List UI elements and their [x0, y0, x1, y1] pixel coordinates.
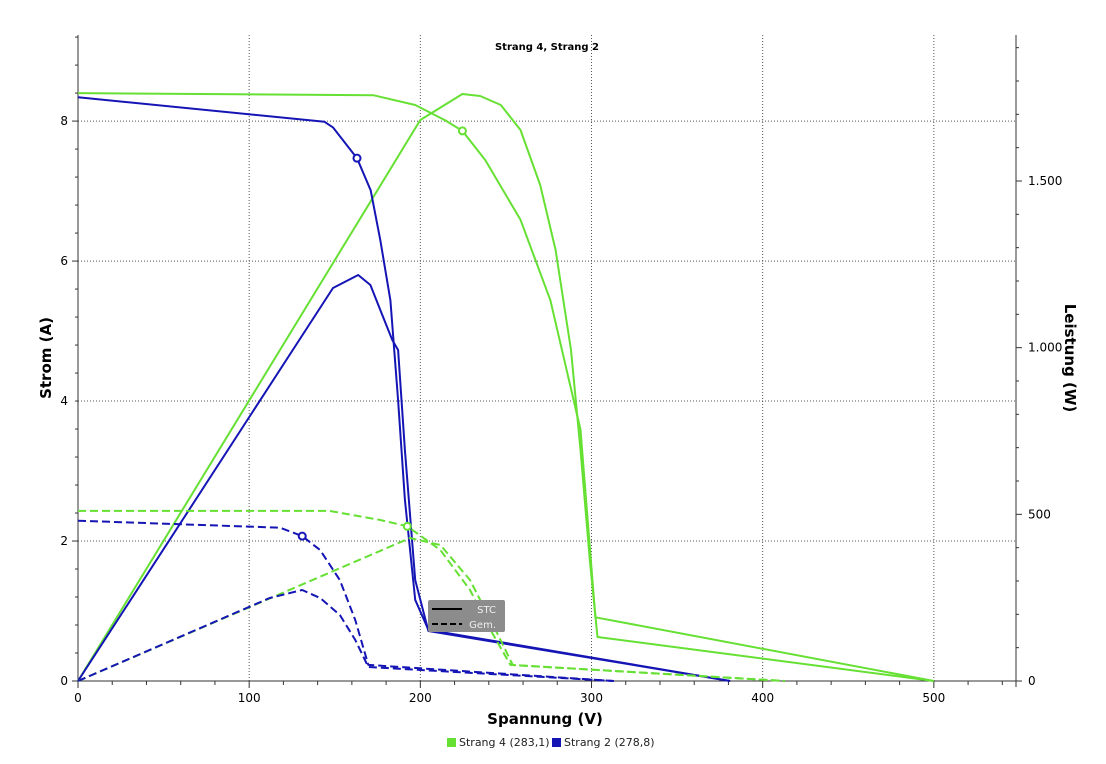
line-style-legend: STC Gem.: [428, 600, 505, 632]
grid: [78, 35, 1016, 681]
x-axis-label: Spannung (V): [487, 710, 603, 728]
mpp-marker: [352, 153, 362, 163]
legend-label-strang-2: Strang 2 (278,8): [564, 736, 655, 749]
strang-2-gem-current-line: [77, 519, 614, 682]
mpp-marker: [402, 521, 412, 531]
x-tick-label: 300: [580, 691, 603, 705]
x-tick-label: 200: [409, 691, 432, 705]
y2-axis-label: Leistung (W): [1061, 304, 1079, 413]
strang-2-stc-power-line: [77, 274, 731, 682]
strang-2-stc-current-line: [77, 96, 731, 682]
x-tick-label: 500: [922, 691, 945, 705]
y-axis-label: Strom (A): [37, 317, 55, 399]
stc-label: STC: [477, 605, 496, 616]
y-tick-label: 8: [60, 114, 68, 128]
x-tick-label: 400: [751, 691, 774, 705]
strang-4-stc-current-line: [77, 92, 934, 682]
legend-swatch-strang-4: [447, 738, 456, 747]
series-group: [77, 92, 934, 682]
chart-title: Strang 4, Strang 2: [495, 42, 599, 53]
y2-tick-label: 1.000: [1028, 341, 1062, 355]
x-tick-label: 0: [74, 691, 82, 705]
y-tick-label: 0: [60, 674, 68, 688]
x-tick-label: 100: [238, 691, 261, 705]
legend-label-strang-4: Strang 4 (283,1): [459, 736, 550, 749]
y2-tick-label: 500: [1028, 507, 1051, 521]
axes: 0 100 200 300 400 500 0 2 4 6 8 0 500 1.000 1.500: [60, 35, 1062, 705]
y-tick-label: 2: [60, 534, 68, 548]
mpp-marker: [297, 531, 307, 541]
legend-swatch-strang-2: [552, 738, 561, 747]
y2-tick-label: 1.500: [1028, 174, 1062, 188]
y-tick-label: 6: [60, 254, 68, 268]
strang-2-gem-power-line: [77, 589, 614, 682]
legend: Strang 4 (283,1) Strang 2 (278,8): [447, 736, 655, 749]
y-tick-label: 4: [60, 394, 68, 408]
gem-label: Gem.: [469, 620, 496, 631]
strang-4-gem-current-line: [78, 509, 785, 682]
strang-4-stc-power-line: [77, 93, 934, 682]
strang-4-gem-power-line: [77, 537, 785, 682]
mpp-marker: [457, 126, 467, 136]
y2-tick-label: 0: [1028, 674, 1036, 688]
